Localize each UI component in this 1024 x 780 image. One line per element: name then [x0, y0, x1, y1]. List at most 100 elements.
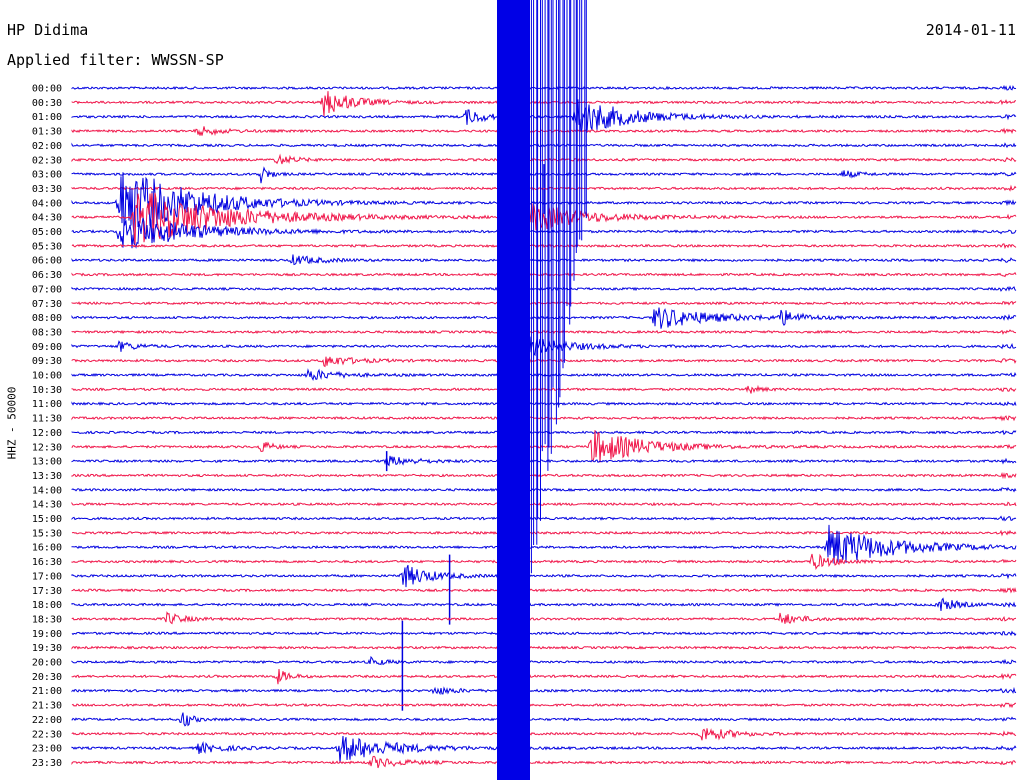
trace-line: [71, 384, 1017, 394]
time-tick-label: 06:30: [32, 270, 62, 281]
trace-line: [71, 587, 1017, 594]
date-label: 2014-01-11: [925, 21, 1016, 39]
time-tick-label: 02:30: [32, 155, 62, 166]
trace-line: [71, 597, 1017, 611]
time-tick-label: 10:00: [32, 371, 62, 382]
trace-line: [71, 553, 1017, 571]
time-tick-label: 15:00: [32, 514, 62, 525]
trace-line: [71, 668, 1017, 685]
time-tick-label: 11:30: [32, 414, 62, 425]
trace-line: [71, 286, 1017, 292]
time-tick-label: 09:00: [32, 342, 62, 353]
time-tick-label: 21:30: [32, 701, 62, 712]
trace-line: [71, 735, 1017, 763]
trace-line: [71, 368, 1017, 382]
trace-line: [71, 243, 1017, 250]
time-tick-label: 21:00: [32, 686, 62, 697]
time-tick-label: 09:30: [32, 356, 62, 367]
time-tick-label: 16:30: [32, 557, 62, 568]
trace-line: [71, 254, 1017, 266]
trace-line: [71, 611, 1017, 625]
trace-line: [71, 430, 1017, 463]
trace-line: [71, 84, 1017, 91]
time-tick-label: 16:00: [32, 543, 62, 554]
trace-line: [71, 99, 1017, 133]
time-tick-label: 00:30: [32, 98, 62, 109]
time-tick-label: 13:00: [32, 457, 62, 468]
time-tick-label: 04:00: [32, 198, 62, 209]
time-tick-label: 13:30: [32, 471, 62, 482]
time-tick-label: 05:00: [32, 227, 62, 238]
trace-line: [71, 401, 1017, 407]
trace-line: [71, 630, 1017, 637]
time-tick-label: 19:30: [32, 643, 62, 654]
trace-line: [71, 415, 1017, 422]
trace-line: [71, 486, 1017, 493]
time-tick-label: 07:00: [32, 284, 62, 295]
time-tick-label: 11:00: [32, 399, 62, 410]
trace-line: [71, 142, 1017, 149]
time-tick-label: 14:00: [32, 485, 62, 496]
trace-line: [71, 515, 1017, 522]
trace-line: [71, 217, 1017, 249]
time-tick-label: 02:00: [32, 141, 62, 152]
trace-line: [71, 172, 1017, 235]
trace-line: [71, 728, 1017, 741]
trace-line: [71, 564, 1017, 588]
time-tick-label: 23:00: [32, 744, 62, 755]
saturated-trace-band: [497, 0, 530, 780]
time-tick-label: 04:30: [32, 213, 62, 224]
time-tick-label: 12:30: [32, 442, 62, 453]
time-tick-label: 19:00: [32, 629, 62, 640]
trace-line: [71, 192, 1017, 247]
trace-line: [71, 501, 1017, 507]
trace-line: [71, 645, 1017, 650]
time-tick-label: 01:30: [32, 127, 62, 138]
time-tick-label: 05:30: [32, 241, 62, 252]
seismic-traces: [71, 84, 1017, 769]
time-tick-labels: 00:00 00:30 01:00 01:30 02:00 02:30 03:00 03:30…: [32, 84, 62, 769]
time-tick-label: 15:30: [32, 528, 62, 539]
time-tick-label: 00:00: [32, 84, 62, 95]
trace-line: [71, 686, 1017, 696]
filter-label: Applied filter: WWSSN-SP: [7, 51, 224, 69]
time-tick-label: 01:00: [32, 112, 62, 123]
trace-line: [71, 755, 1017, 769]
time-tick-label: 17:30: [32, 586, 62, 597]
time-tick-label: 08:00: [32, 313, 62, 324]
saturated-band: [497, 0, 587, 780]
trace-line: [71, 153, 1017, 165]
trace-line: [71, 471, 1017, 480]
trace-line: [71, 184, 1017, 192]
time-tick-label: 12:00: [32, 428, 62, 439]
trace-line: [71, 356, 1017, 368]
trace-line: [71, 455, 1017, 467]
trace-line: [71, 307, 1017, 329]
trace-line: [71, 702, 1017, 709]
trace-line: [71, 712, 1017, 727]
trace-line: [71, 655, 1017, 666]
time-tick-label: 07:30: [32, 299, 62, 310]
time-tick-label: 22:30: [32, 729, 62, 740]
trace-line: [71, 524, 1017, 564]
time-tick-label: 20:30: [32, 672, 62, 683]
trace-line: [71, 126, 1017, 137]
time-tick-label: 10:30: [32, 385, 62, 396]
time-tick-label: 18:30: [32, 614, 62, 625]
time-tick-label: 23:30: [32, 758, 62, 769]
time-tick-label: 17:00: [32, 571, 62, 582]
trace-line: [71, 529, 1017, 537]
trace-line: [71, 329, 1017, 335]
time-tick-label: 06:00: [32, 256, 62, 267]
trace-line: [71, 334, 1017, 357]
station-title: HP Didima: [7, 21, 89, 39]
time-tick-label: 03:00: [32, 170, 62, 181]
trace-line: [71, 91, 1016, 117]
time-tick-label: 22:00: [32, 715, 62, 726]
trace-line: [71, 429, 1017, 436]
time-tick-label: 20:00: [32, 658, 62, 669]
time-tick-label: 18:00: [32, 600, 62, 611]
time-tick-label: 03:30: [32, 184, 62, 195]
trace-line: [71, 300, 1017, 306]
